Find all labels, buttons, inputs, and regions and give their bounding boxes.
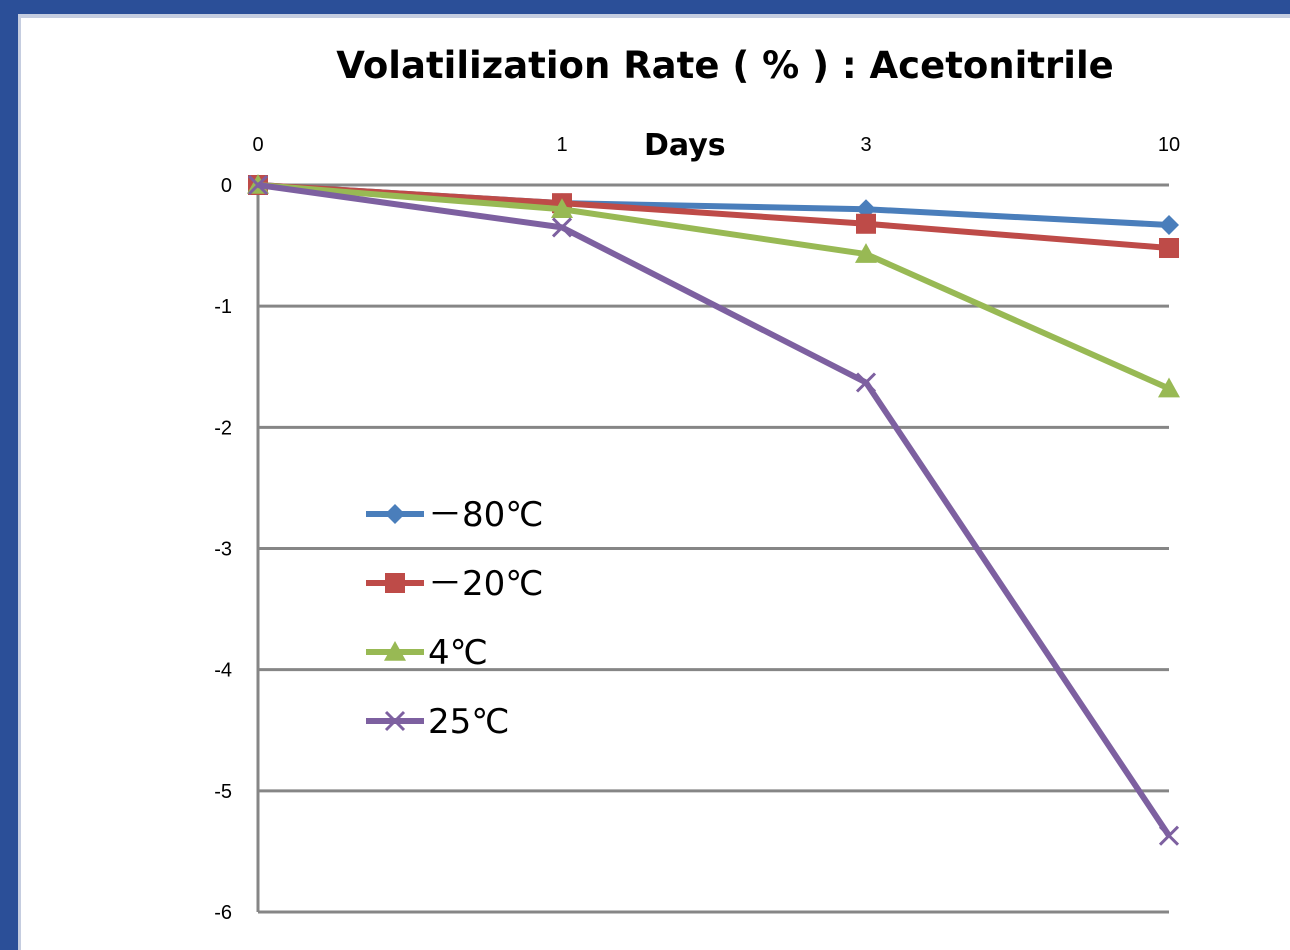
legend-label: 4℃ <box>428 633 488 673</box>
y-tick-label: -5 <box>214 781 232 803</box>
legend-label: －20℃ <box>428 564 543 604</box>
data-point <box>856 213 876 234</box>
data-point <box>551 198 573 219</box>
data-point <box>1158 377 1180 398</box>
data-point <box>855 372 877 393</box>
y-tick-label: -2 <box>214 417 232 439</box>
legend-label: 25℃ <box>428 702 509 742</box>
data-point <box>855 243 877 263</box>
y-tick-label: -6 <box>214 902 232 924</box>
y-tick-label: -3 <box>214 539 232 561</box>
series-line <box>257 182 1170 251</box>
chart-title: Volatilization Rate ( % ) : Acetonitrile <box>336 44 1114 87</box>
series-line <box>257 182 1171 392</box>
legend-label: －80℃ <box>428 495 543 535</box>
legend-marker <box>385 504 405 524</box>
data-point <box>551 217 573 238</box>
series-line <box>257 182 1172 838</box>
y-tick-label: -4 <box>214 660 232 682</box>
y-tick-label: 0 <box>221 175 232 197</box>
data-point <box>1159 238 1179 259</box>
x-tick-label: 0 <box>252 134 263 156</box>
x-tick-label: 3 <box>860 134 871 156</box>
x-axis-label: Days <box>644 128 726 163</box>
legend-marker <box>385 573 405 593</box>
data-point <box>1159 214 1179 235</box>
data-point <box>1158 825 1180 846</box>
x-tick-label: 10 <box>1158 134 1180 156</box>
frame-border-top-inner <box>18 14 1290 18</box>
legend-marker <box>384 710 406 732</box>
frame-border-left-inner <box>18 18 21 950</box>
y-tick-label: -1 <box>214 296 232 318</box>
legend-marker <box>384 641 406 661</box>
frame-border-left <box>0 0 18 950</box>
data-point <box>247 174 269 196</box>
frame-border-top <box>0 0 1290 14</box>
x-tick-label: 1 <box>556 134 567 156</box>
